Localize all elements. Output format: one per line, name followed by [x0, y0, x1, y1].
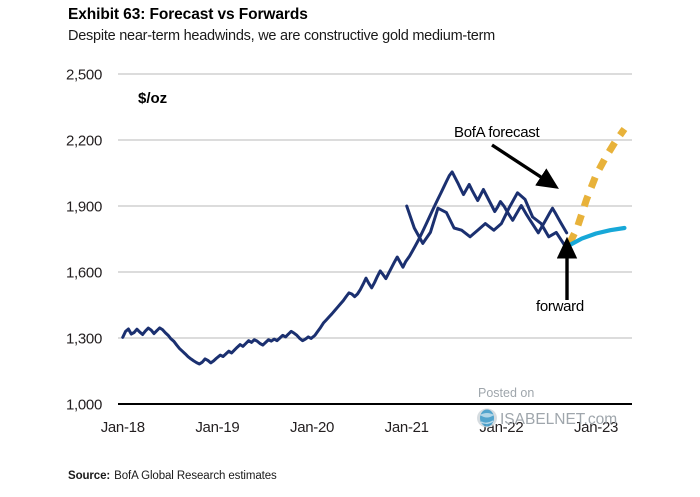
- y-axis-tick-label: 2,200: [66, 133, 102, 150]
- series-line: [405, 191, 572, 249]
- chart-title: Exhibit 63: Forecast vs Forwards: [68, 6, 308, 23]
- source-label: Source:: [68, 470, 111, 482]
- source-line: Source: BofA Global Research estimates: [68, 470, 277, 482]
- x-axis-tick-label: Jan-23: [574, 419, 618, 436]
- globe-icon: [477, 408, 497, 428]
- x-axis-tick-label: Jan-19: [195, 419, 239, 436]
- x-axis-tick-label: Jan-21: [385, 419, 429, 436]
- chart-plot-area: 1,000 1,300 1,600 1,900 2,200 2,500 Jan-18 Jan…: [66, 67, 632, 436]
- watermark-site-name: ISABELNET.com: [500, 411, 617, 428]
- data-series-group: [121, 126, 628, 366]
- annotations-group: BofA forecast forward: [454, 124, 584, 315]
- watermark-posted-on: Posted on: [478, 386, 534, 400]
- source-text: BofA Global Research estimates: [114, 470, 277, 482]
- y-axis-tick-label: 1,000: [66, 397, 102, 414]
- series-line: [567, 225, 627, 248]
- y-axis-unit-label: $/oz: [138, 90, 167, 107]
- x-axis-tick-label: Jan-18: [101, 419, 145, 436]
- x-axis-tick-label: Jan-20: [290, 419, 334, 436]
- watermark: Posted on ISABELNET.com: [477, 386, 617, 428]
- y-axis-tick-label: 2,500: [66, 67, 102, 84]
- y-axis-tick-label: 1,600: [66, 265, 102, 282]
- annotation-label-bofa-forecast: BofA forecast: [454, 124, 540, 141]
- y-axis-tick-label: 1,900: [66, 199, 102, 216]
- chart-subtitle: Despite near-term headwinds, we are cons…: [68, 28, 495, 44]
- series-line: [121, 170, 569, 366]
- y-axis-tick-label: 1,300: [66, 331, 102, 348]
- annotation-arrow-bofa-forecast: [491, 143, 559, 189]
- series-line: [566, 126, 628, 245]
- annotation-label-forward: forward: [536, 298, 584, 315]
- y-axis-tick-labels: 1,000 1,300 1,600 1,900 2,200 2,500: [66, 67, 102, 414]
- gridlines-group: [118, 73, 632, 405]
